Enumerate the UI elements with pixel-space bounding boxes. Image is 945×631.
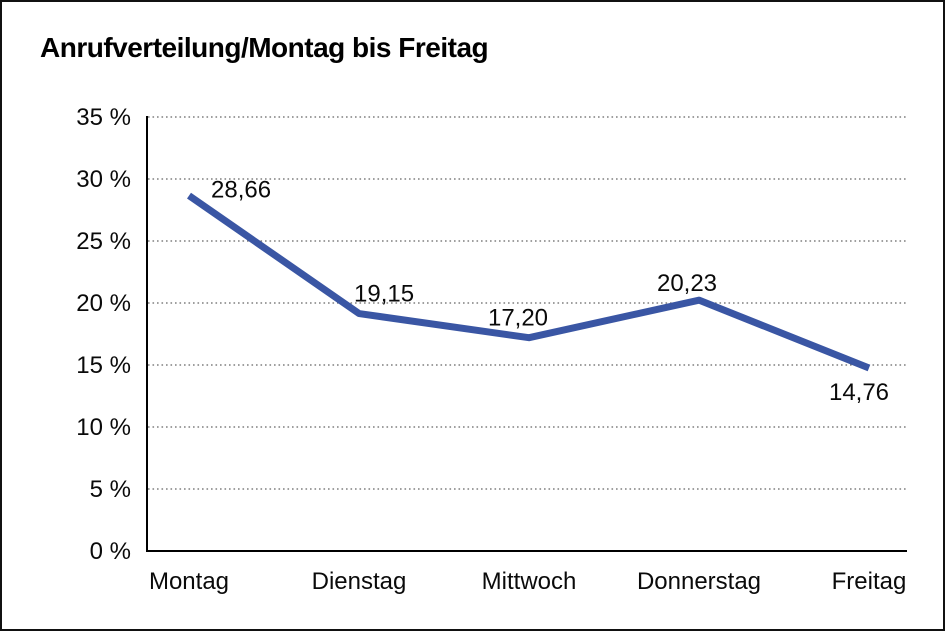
y-axis-tick-label: 15 % (76, 352, 131, 379)
x-axis-tick-label: Mittwoch (482, 568, 577, 595)
data-point-label: 19,15 (354, 281, 414, 308)
y-axis-tick-label: 5 % (90, 476, 131, 503)
y-axis-tick-label: 35 % (76, 104, 131, 131)
data-point-label: 20,23 (657, 270, 717, 297)
data-point-label: 17,20 (488, 305, 548, 332)
y-axis-tick-label: 30 % (76, 166, 131, 193)
data-point-label: 14,76 (829, 379, 889, 406)
y-axis-tick-label: 25 % (76, 228, 131, 255)
data-point-label: 28,66 (211, 177, 271, 204)
x-axis-tick-label: Donnerstag (637, 568, 761, 595)
y-axis-tick-label: 20 % (76, 290, 131, 317)
y-axis-tick-label: 0 % (90, 538, 131, 565)
chart-title: Anrufverteilung/Montag bis Freitag (40, 32, 489, 63)
y-axis-tick-label: 10 % (76, 414, 131, 441)
x-axis-tick-label: Freitag (832, 568, 907, 595)
x-axis-tick-label: Montag (149, 568, 229, 595)
data-series-line (187, 192, 871, 372)
x-axis-tick-label: Dienstag (312, 568, 407, 595)
